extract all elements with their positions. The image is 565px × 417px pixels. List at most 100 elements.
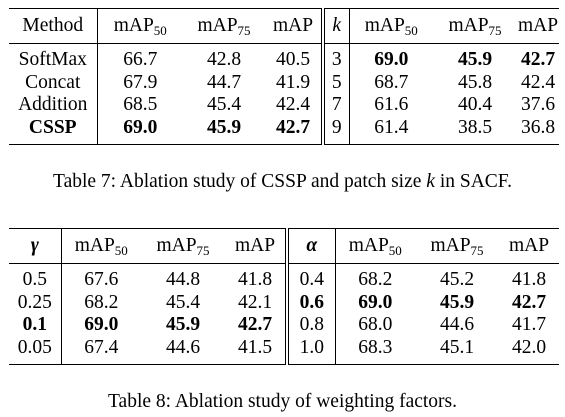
cell-map75: 45.4 xyxy=(206,94,242,116)
table-row: CSSP 69.0 45.9 42.7 9 61.4 38.5 36.8 xyxy=(9,116,559,145)
cell-k: 7 xyxy=(323,94,350,117)
header-k-map75: mAP75 xyxy=(433,9,517,44)
table-row: Addition 68.5 45.4 42.4 7 61.6 40.4 37.6 xyxy=(9,94,559,117)
cell-map50: 67.4 xyxy=(84,336,119,358)
cell-map75: 45.9 xyxy=(206,116,242,138)
table-row: Concat 67.9 44.7 41.9 5 68.7 45.8 42.4 xyxy=(9,71,559,94)
cell-map: 41.8 xyxy=(225,263,289,292)
table-7-caption: Table 7: Ablation study of CSSP and patc… xyxy=(0,171,565,193)
caption-suffix: in SACF. xyxy=(434,171,512,192)
cell-map50: 69.0 xyxy=(123,116,158,138)
table-row: 0.5 67.6 44.8 41.8 0.4 68.2 45.2 41.8 xyxy=(9,263,559,292)
header-method: Method xyxy=(9,8,98,44)
cell-a-map75: 45.2 xyxy=(439,269,475,291)
cell-k-map50: 69.0 xyxy=(374,49,409,71)
cell-a-map50: 68.3 xyxy=(358,336,393,358)
caption-prefix: Table 7: Ablation study of CSSP and patc… xyxy=(53,171,427,192)
header-map75-base: mAP xyxy=(197,15,238,36)
header-a-map75: mAP75 xyxy=(415,229,499,264)
cell-a-map75: 44.6 xyxy=(439,314,475,336)
header-map75-sub: 75 xyxy=(237,23,251,38)
cell-map50: 67.6 xyxy=(84,269,119,291)
header-a-map50-base: mAP xyxy=(348,235,389,256)
cell-map50: 69.0 xyxy=(84,314,119,336)
table-header-row: Method mAP50 mAP75 mAP k mAP50 mAP75 mAP xyxy=(9,8,559,44)
cell-alpha: 1.0 xyxy=(287,336,336,365)
cell-map50: 68.5 xyxy=(123,94,158,116)
table-8: γ mAP50 mAP75 mAP α mAP50 mAP75 mAP 0.5 … xyxy=(9,228,559,365)
header-k-map50-sub: 50 xyxy=(404,23,418,38)
header-k-map50-base: mAP xyxy=(364,15,405,36)
cell-map75: 45.4 xyxy=(165,291,201,313)
cell-map: 41.5 xyxy=(225,336,289,365)
cell-map75: 44.7 xyxy=(206,71,242,93)
cell-a-map: 42.7 xyxy=(511,291,547,313)
header-map50-sub: 50 xyxy=(114,243,128,258)
header-k-map50: mAP50 xyxy=(349,9,433,44)
cell-a-map50: 68.2 xyxy=(358,269,393,291)
table-7: Method mAP50 mAP75 mAP k mAP50 mAP75 mAP… xyxy=(9,8,559,145)
header-k-map75-base: mAP xyxy=(448,15,489,36)
cell-a-map75: 45.9 xyxy=(439,291,475,313)
cell-map50: 68.2 xyxy=(84,291,119,313)
header-map50: mAP50 xyxy=(61,229,141,264)
cell-a-map: 41.8 xyxy=(511,269,547,291)
cell-map50: 66.7 xyxy=(123,49,158,71)
cell-k-map: 42.7 xyxy=(520,49,556,71)
header-map: mAP xyxy=(265,8,325,44)
header-map75: mAP75 xyxy=(183,9,265,44)
cell-map75: 44.6 xyxy=(165,336,201,358)
header-k-map: mAP xyxy=(517,15,559,36)
cell-map75: 42.8 xyxy=(206,49,242,71)
cell-k-map75: 38.5 xyxy=(457,116,493,138)
table-row: 0.1 69.0 45.9 42.7 0.8 68.0 44.6 41.7 xyxy=(9,314,559,337)
cell-k-map50: 61.6 xyxy=(374,94,409,116)
header-k-map75-sub: 75 xyxy=(488,23,502,38)
cell-a-map: 41.7 xyxy=(511,314,547,336)
header-map50: mAP50 xyxy=(97,9,183,44)
cell-a-map: 42.0 xyxy=(511,336,547,358)
cell-method: CSSP xyxy=(9,116,98,145)
cell-method: SoftMax xyxy=(9,43,98,72)
header-map: mAP xyxy=(225,228,289,264)
header-map50-base: mAP xyxy=(74,235,115,256)
header-map50-sub: 50 xyxy=(153,23,167,38)
cell-map75: 44.8 xyxy=(165,269,201,291)
cell-k: 9 xyxy=(323,116,350,145)
header-gamma: γ xyxy=(9,228,62,264)
cell-gamma: 0.05 xyxy=(9,336,62,365)
cell-k: 3 xyxy=(323,43,350,72)
table-header-row: γ mAP50 mAP75 mAP α mAP50 mAP75 mAP xyxy=(9,228,559,264)
cell-method: Concat xyxy=(9,71,98,94)
header-a-map50: mAP50 xyxy=(335,229,415,264)
cell-map: 42.7 xyxy=(225,314,289,337)
header-a-map: mAP xyxy=(508,235,550,256)
cell-map: 40.5 xyxy=(265,43,325,72)
header-a-map50-sub: 50 xyxy=(388,243,402,258)
cell-k-map: 37.6 xyxy=(520,94,556,116)
cell-map50: 67.9 xyxy=(123,71,158,93)
cell-k-map50: 61.4 xyxy=(374,116,409,138)
cell-method: Addition xyxy=(9,94,98,117)
table-row: SoftMax 66.7 42.8 40.5 3 69.0 45.9 42.7 xyxy=(9,43,559,72)
table-row: 0.25 68.2 45.4 42.1 0.6 69.0 45.9 42.7 xyxy=(9,291,559,314)
cell-k-map75: 40.4 xyxy=(457,94,493,116)
table-8-caption: Table 8: Ablation study of weighting fac… xyxy=(107,391,458,412)
cell-gamma: 0.5 xyxy=(9,263,62,292)
header-map75-sub: 75 xyxy=(196,243,210,258)
header-a-map75-sub: 75 xyxy=(470,243,484,258)
cell-map: 41.9 xyxy=(265,71,325,94)
header-map75: mAP75 xyxy=(141,229,225,264)
cell-a-map50: 68.0 xyxy=(358,314,393,336)
header-a-map75-base: mAP xyxy=(430,235,471,256)
header-k: k xyxy=(323,8,350,44)
cell-a-map50: 69.0 xyxy=(358,291,393,313)
header-alpha: α xyxy=(287,228,336,264)
cell-k-map75: 45.9 xyxy=(457,49,493,71)
header-map50-base: mAP xyxy=(113,15,154,36)
cell-k-map50: 68.7 xyxy=(374,71,409,93)
cell-map: 42.1 xyxy=(225,291,289,314)
table-row: 0.05 67.4 44.6 41.5 1.0 68.3 45.1 42.0 xyxy=(9,336,559,365)
cell-alpha: 0.8 xyxy=(287,314,336,337)
